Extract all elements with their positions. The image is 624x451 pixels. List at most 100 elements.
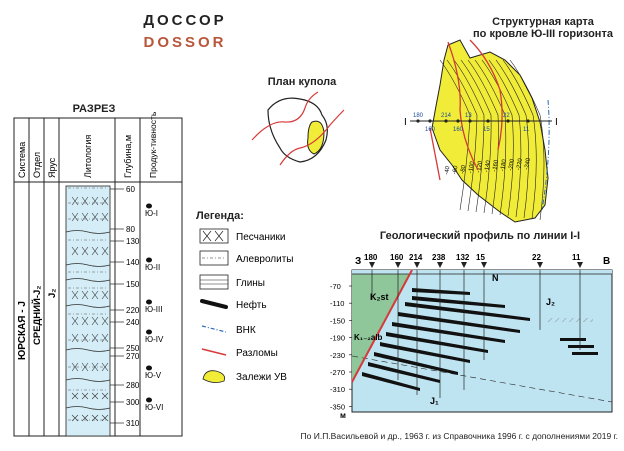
profile-well-marker (414, 262, 420, 268)
oil-bed (568, 345, 594, 348)
depth-label: 310 (126, 419, 140, 428)
profile-well-label: 132 (456, 253, 470, 262)
oil-bed-hatched (545, 318, 593, 322)
oil-marker (146, 203, 152, 209)
map-well-marker (468, 119, 472, 123)
profile-depth-label: -230 (330, 351, 345, 360)
horizon-label: Ю-V (145, 371, 162, 380)
map-fault-1 (447, 41, 479, 171)
profile-fault (351, 269, 413, 383)
map-well-marker (428, 119, 432, 123)
label-k2st: K₂st (370, 292, 389, 302)
oil-bed (560, 338, 586, 341)
profile-well-marker (577, 262, 583, 268)
oil-bed (412, 296, 505, 308)
profile-depth-label: -270 (330, 368, 345, 377)
section-line-start: I (404, 117, 407, 128)
depth-label: 270 (126, 352, 140, 361)
contour-line (474, 59, 507, 216)
stratigraphic-column: Система Отдел Ярус Литология Глубина,м П… (13, 111, 183, 437)
legend-item-sandstone: Песчаники (199, 228, 285, 244)
contour-label: -160 (492, 159, 500, 173)
map-fault-2 (469, 39, 503, 151)
header-stage: Ярус (47, 157, 57, 178)
legend-label: Глины (236, 278, 265, 289)
contour-line (467, 59, 499, 215)
header-productivity: Продук-тивность (148, 111, 158, 178)
legend-title: Легенда: (196, 210, 244, 222)
map-well-marker (506, 119, 510, 123)
contour-line (439, 59, 471, 211)
oil-bed (405, 302, 530, 321)
profile-depth-label: -150 (330, 316, 345, 325)
oil-marker (146, 257, 152, 263)
contour-label: -80 (460, 164, 468, 174)
profile-well-label: 11 (572, 253, 581, 262)
depth-label: 140 (126, 258, 140, 267)
contour-line (453, 59, 485, 213)
profile-well-label: 15 (476, 253, 485, 262)
map-well-marker (416, 119, 420, 123)
sandstone-band (71, 196, 109, 206)
map-well-marker (444, 119, 448, 123)
clay-boundary (65, 278, 111, 282)
header-depth: Глубина,м (123, 135, 133, 178)
oil-bed (362, 372, 420, 391)
east-label: В (603, 256, 610, 267)
profile-well-label: 22 (532, 253, 541, 262)
oil-bed (572, 352, 598, 355)
map-well-label: 13 (465, 113, 472, 119)
profile-well-label: 238 (432, 253, 446, 262)
header-system: Система (17, 142, 27, 178)
map-well-marker (456, 119, 460, 123)
profile-depth-label: -110 (330, 299, 344, 308)
oil-marker (146, 397, 152, 403)
legend-label: Алевролиты (236, 254, 293, 265)
legend: Песчаники Алевролиты Глины Нефть ВНК Разломы З… (199, 228, 293, 383)
depth-label: 150 (126, 280, 140, 289)
oil-marker (146, 299, 152, 305)
dome-plan-title: План купола (267, 76, 337, 88)
contour-label: -200 (508, 158, 516, 172)
clay-boundary (65, 230, 111, 234)
west-label: З (355, 256, 361, 267)
map-well-label: 180 (413, 113, 424, 119)
oil-bed (392, 322, 505, 343)
depth-label: 250 (126, 344, 140, 353)
legend-label: Залежи УВ (236, 372, 287, 383)
legend-label: Песчаники (236, 232, 285, 243)
depth-label: 80 (126, 225, 135, 234)
contour-label: -240 (524, 157, 532, 171)
header-lithology: Литология (83, 135, 93, 178)
contour-line (460, 59, 492, 214)
contour-label: -40 (444, 165, 452, 175)
depth-label: 220 (126, 306, 140, 315)
sandstone-band (71, 212, 109, 222)
contour-label: -100 (468, 160, 476, 174)
oil-bed (368, 362, 440, 383)
contour-label: -220 (516, 157, 524, 171)
depth-label: 300 (126, 398, 140, 407)
contour-label: -120 (476, 160, 484, 174)
depth-unit: м (340, 411, 346, 420)
oil-bed (380, 342, 470, 363)
map-well-label: 160 (425, 127, 436, 133)
j1-boundary (351, 355, 613, 403)
structural-map: -240-220-200-180-160-140-120-100-80-60-4… (404, 39, 558, 223)
lithology-column (65, 185, 111, 437)
clay-boundary (65, 304, 111, 308)
contour-line (488, 59, 522, 218)
legend-item-clay: Глины (199, 274, 265, 290)
depth-label: 280 (126, 381, 140, 390)
sandstone-band (71, 290, 109, 300)
contour-line (495, 59, 529, 219)
profile-well-label: 214 (409, 253, 423, 262)
map-owc (541, 99, 550, 211)
structural-map-title-line2: по кровле Ю-III горизонта (473, 28, 613, 40)
depth-label: 240 (126, 318, 140, 327)
label-k1alb: K₁₋₂alb (354, 333, 383, 342)
oil-marker (146, 365, 152, 371)
sandstone-band (71, 316, 109, 326)
profile-well-marker (369, 262, 375, 268)
